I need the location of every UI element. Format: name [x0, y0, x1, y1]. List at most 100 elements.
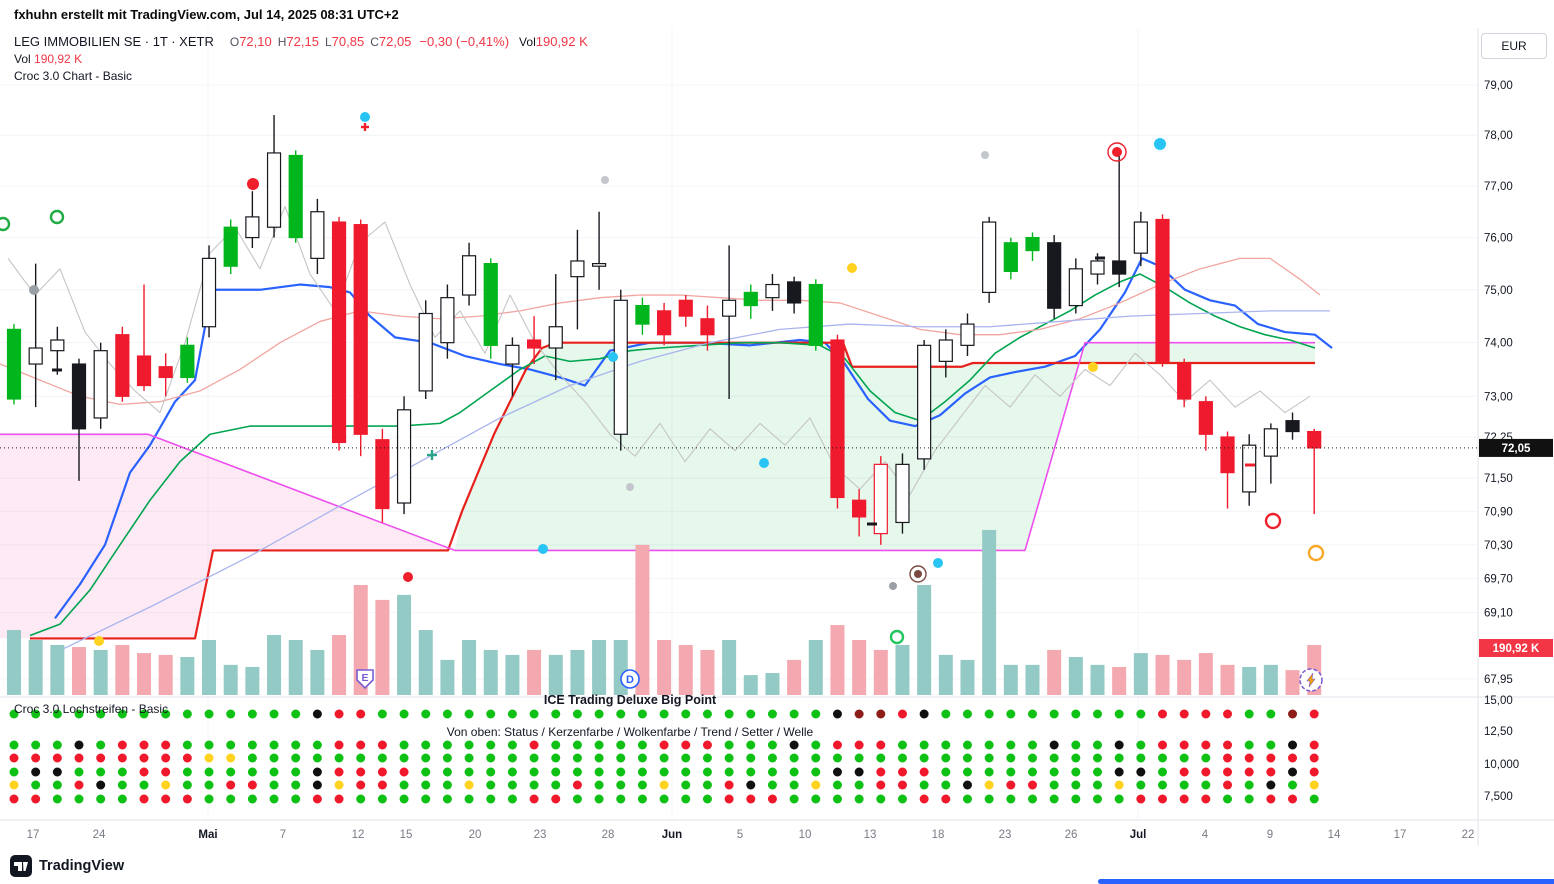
candle — [895, 463, 910, 524]
candle — [1177, 363, 1192, 400]
price-axis[interactable]: 79,0078,0077,0076,0075,0074,0073,0072,25… — [1479, 80, 1553, 803]
volume-bar — [678, 644, 693, 695]
volume-label: Vol — [519, 35, 536, 49]
time-tick-label: Jun — [662, 829, 682, 841]
volume-bar — [223, 664, 238, 695]
volume-bar — [722, 639, 737, 695]
candle — [678, 299, 693, 317]
signal-circle — [889, 629, 905, 645]
volume-bar — [852, 639, 867, 695]
signal-dot — [626, 483, 634, 491]
volume-bar — [137, 653, 152, 695]
price-tick-label: 73,00 — [1484, 391, 1513, 403]
signal-dash — [867, 522, 877, 526]
tradingview-logo[interactable] — [10, 854, 32, 877]
volume-legend: Vol 190,92 K — [14, 52, 82, 66]
dot-row-wolkenfarbe — [9, 753, 1319, 763]
volume-bar — [765, 672, 780, 695]
candle — [6, 328, 22, 400]
close-value: 72,05 — [378, 34, 412, 49]
lochstreifen-indicator-title[interactable]: Croc 3.0 Lochstreifen - Basic — [14, 702, 169, 716]
low-label: L — [324, 35, 332, 49]
volume-bar — [1242, 666, 1257, 695]
markers-layer — [0, 112, 1325, 646]
rows-caption: Von oben: Status / Kerzenfarbe / Wolkenf… — [446, 725, 814, 739]
volume-bar — [288, 639, 303, 695]
dot-row-setter — [9, 780, 1319, 790]
candle — [1263, 428, 1278, 457]
time-tick-label: 23 — [999, 829, 1012, 841]
export-title: fxhuhn erstellt mit TradingView.com, Jul… — [14, 7, 399, 22]
volume-row-value: 190,92 K — [34, 52, 83, 66]
volume-bar — [418, 630, 433, 695]
signal-dot — [94, 636, 104, 646]
volume-bar — [28, 639, 43, 695]
volume-bar — [982, 529, 997, 695]
candle — [331, 221, 347, 444]
volume-row-label: Vol — [14, 52, 31, 66]
svg-text:72,05: 72,05 — [1502, 443, 1531, 455]
time-tick-label: 7 — [280, 829, 286, 841]
volume-bar — [180, 657, 195, 695]
volume-bar — [1263, 664, 1278, 695]
price-tick-label: 70,90 — [1484, 506, 1513, 518]
open-value: 72,10 — [239, 34, 272, 49]
candle — [245, 216, 260, 239]
symbol-legend: LEG IMMOBILIEN SE · 1T · XETR O 72,10 H 72… — [14, 34, 588, 49]
dot-row-trend — [9, 767, 1319, 777]
candle — [852, 499, 867, 518]
candle — [765, 283, 780, 299]
candle — [461, 255, 477, 296]
salmon-line — [0, 257, 1321, 406]
candle — [526, 339, 542, 349]
time-tick-label: 9 — [1267, 829, 1273, 841]
time-tick-label: 23 — [534, 829, 547, 841]
signal-dash — [52, 368, 62, 372]
signal-dash — [1245, 463, 1255, 467]
signal-circle — [0, 216, 11, 232]
candle — [418, 312, 433, 392]
overlay-indicator-title[interactable]: Croc 3.0 Chart - Basic — [14, 69, 133, 83]
time-axis[interactable]: 17 24 Mai 7 12 15 20 23 28 Jun 5 10 13 18 23 26 Jul 4 9 14 1… — [27, 829, 1475, 841]
high-label: H — [277, 35, 287, 49]
volume-axis-badge — [1479, 639, 1553, 657]
candle — [1155, 218, 1170, 362]
volume-bar — [267, 635, 282, 695]
candle — [1047, 242, 1062, 309]
volume-bar — [202, 639, 217, 695]
candle — [722, 299, 737, 317]
currency-button[interactable]: EUR — [1481, 33, 1547, 59]
signal-dot — [29, 285, 39, 295]
candle — [570, 260, 585, 278]
volume-bar — [7, 630, 21, 695]
signal-dot — [601, 176, 609, 184]
legend-symbol[interactable]: LEG IMMOBILIEN SE · 1T · XETR — [14, 34, 214, 49]
volume-bar — [873, 649, 888, 695]
svg-text:190,92 K: 190,92 K — [1493, 643, 1540, 655]
candle — [28, 347, 43, 365]
candle — [1307, 430, 1322, 449]
green-cloud — [455, 342, 1315, 551]
candle — [158, 366, 173, 379]
periwinkle-line — [54, 310, 1330, 654]
tradingview-brand[interactable]: TradingView — [39, 857, 125, 874]
candle — [548, 326, 563, 349]
indicator-tick-label: 15,00 — [1484, 695, 1513, 707]
time-tick-label: 20 — [469, 829, 482, 841]
change-value: −0,30 (−0,41%) — [419, 34, 510, 49]
time-tick-label: 26 — [1065, 829, 1078, 841]
volume-bar — [787, 659, 802, 695]
time-tick-label: 17 — [1394, 829, 1407, 841]
candle — [180, 344, 195, 379]
volume-bar — [1220, 664, 1235, 695]
dot-row-status — [9, 709, 1319, 719]
volume-bar — [505, 654, 520, 695]
close-label: C — [370, 35, 379, 49]
candle — [266, 152, 282, 228]
signal-dot — [360, 112, 370, 122]
signal-dot — [403, 572, 413, 582]
volume-bar — [462, 639, 477, 695]
low-value: 70,85 — [331, 34, 365, 49]
candle — [1220, 436, 1235, 474]
